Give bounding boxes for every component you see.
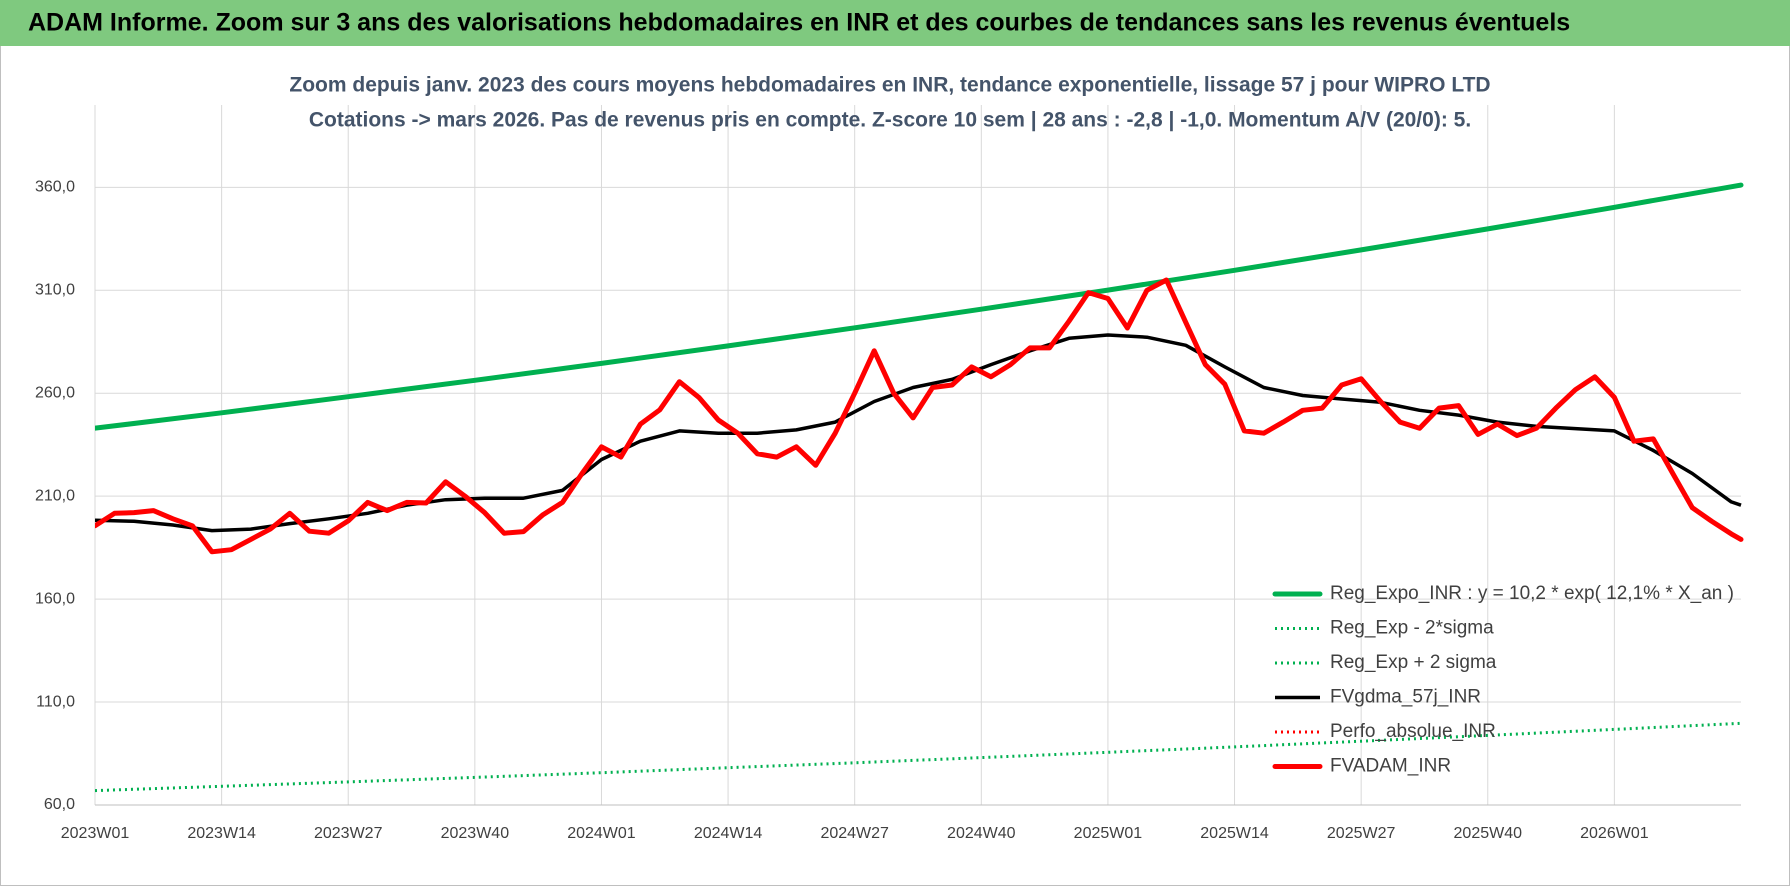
legend-label: Reg_Expo_INR : y = 10,2 * exp( 12,1% * X… bbox=[1330, 583, 1734, 604]
series-line bbox=[95, 182, 1744, 431]
series-line bbox=[95, 721, 1742, 793]
x-tick-label: 2023W27 bbox=[314, 825, 383, 842]
header-title: ADAM Informe. Zoom sur 3 ans des valoris… bbox=[28, 9, 1570, 37]
grid bbox=[94, 105, 1741, 806]
y-tick-label: 60,0 bbox=[44, 796, 75, 813]
plot-lines bbox=[95, 182, 1744, 793]
y-tick-label: 260,0 bbox=[35, 384, 75, 401]
chart-subtitle: Cotations -> mars 2026. Pas de revenus p… bbox=[309, 109, 1471, 132]
x-tick-label: 2026W01 bbox=[1580, 825, 1649, 842]
x-tick-label: 2025W40 bbox=[1454, 825, 1523, 842]
series-line bbox=[95, 277, 1744, 555]
y-tick-label: 110,0 bbox=[36, 693, 75, 710]
legend-label: FVADAM_INR bbox=[1330, 756, 1451, 777]
legend-label: Reg_Exp - 2*sigma bbox=[1330, 618, 1494, 639]
series-line bbox=[95, 333, 1742, 533]
x-tick-label: 2024W14 bbox=[694, 825, 763, 842]
x-tick-label: 2024W01 bbox=[567, 825, 636, 842]
chart-title: Zoom depuis janv. 2023 des cours moyens … bbox=[289, 74, 1490, 97]
x-tick-label: 2024W40 bbox=[947, 825, 1016, 842]
header-band bbox=[0, 0, 1790, 46]
x-tick-label: 2023W40 bbox=[441, 825, 510, 842]
legend: Reg_Expo_INR : y = 10,2 * exp( 12,1% * X… bbox=[1272, 583, 1734, 777]
legend-label: Reg_Exp + 2 sigma bbox=[1330, 652, 1497, 673]
x-tick-label: 2023W14 bbox=[187, 825, 256, 842]
y-tick-label: 210,0 bbox=[35, 487, 75, 504]
legend-label: Perfo_absolue_INR bbox=[1330, 721, 1496, 742]
legend-label: FVgdma_57j_INR bbox=[1330, 687, 1481, 708]
x-tick-label: 2025W27 bbox=[1327, 825, 1396, 842]
x-tick-label: 2024W27 bbox=[820, 825, 889, 842]
labels: 60,0 110,0 160,0 210,0 260,0 310,0 360,0 2023W0… bbox=[35, 179, 1649, 843]
x-tick-label: 2023W01 bbox=[61, 825, 130, 842]
y-tick-label: 310,0 bbox=[35, 282, 75, 299]
y-tick-label: 160,0 bbox=[35, 590, 75, 607]
y-tick-label: 360,0 bbox=[35, 179, 75, 196]
x-tick-label: 2025W01 bbox=[1074, 825, 1143, 842]
x-tick-label: 2025W14 bbox=[1200, 825, 1269, 842]
